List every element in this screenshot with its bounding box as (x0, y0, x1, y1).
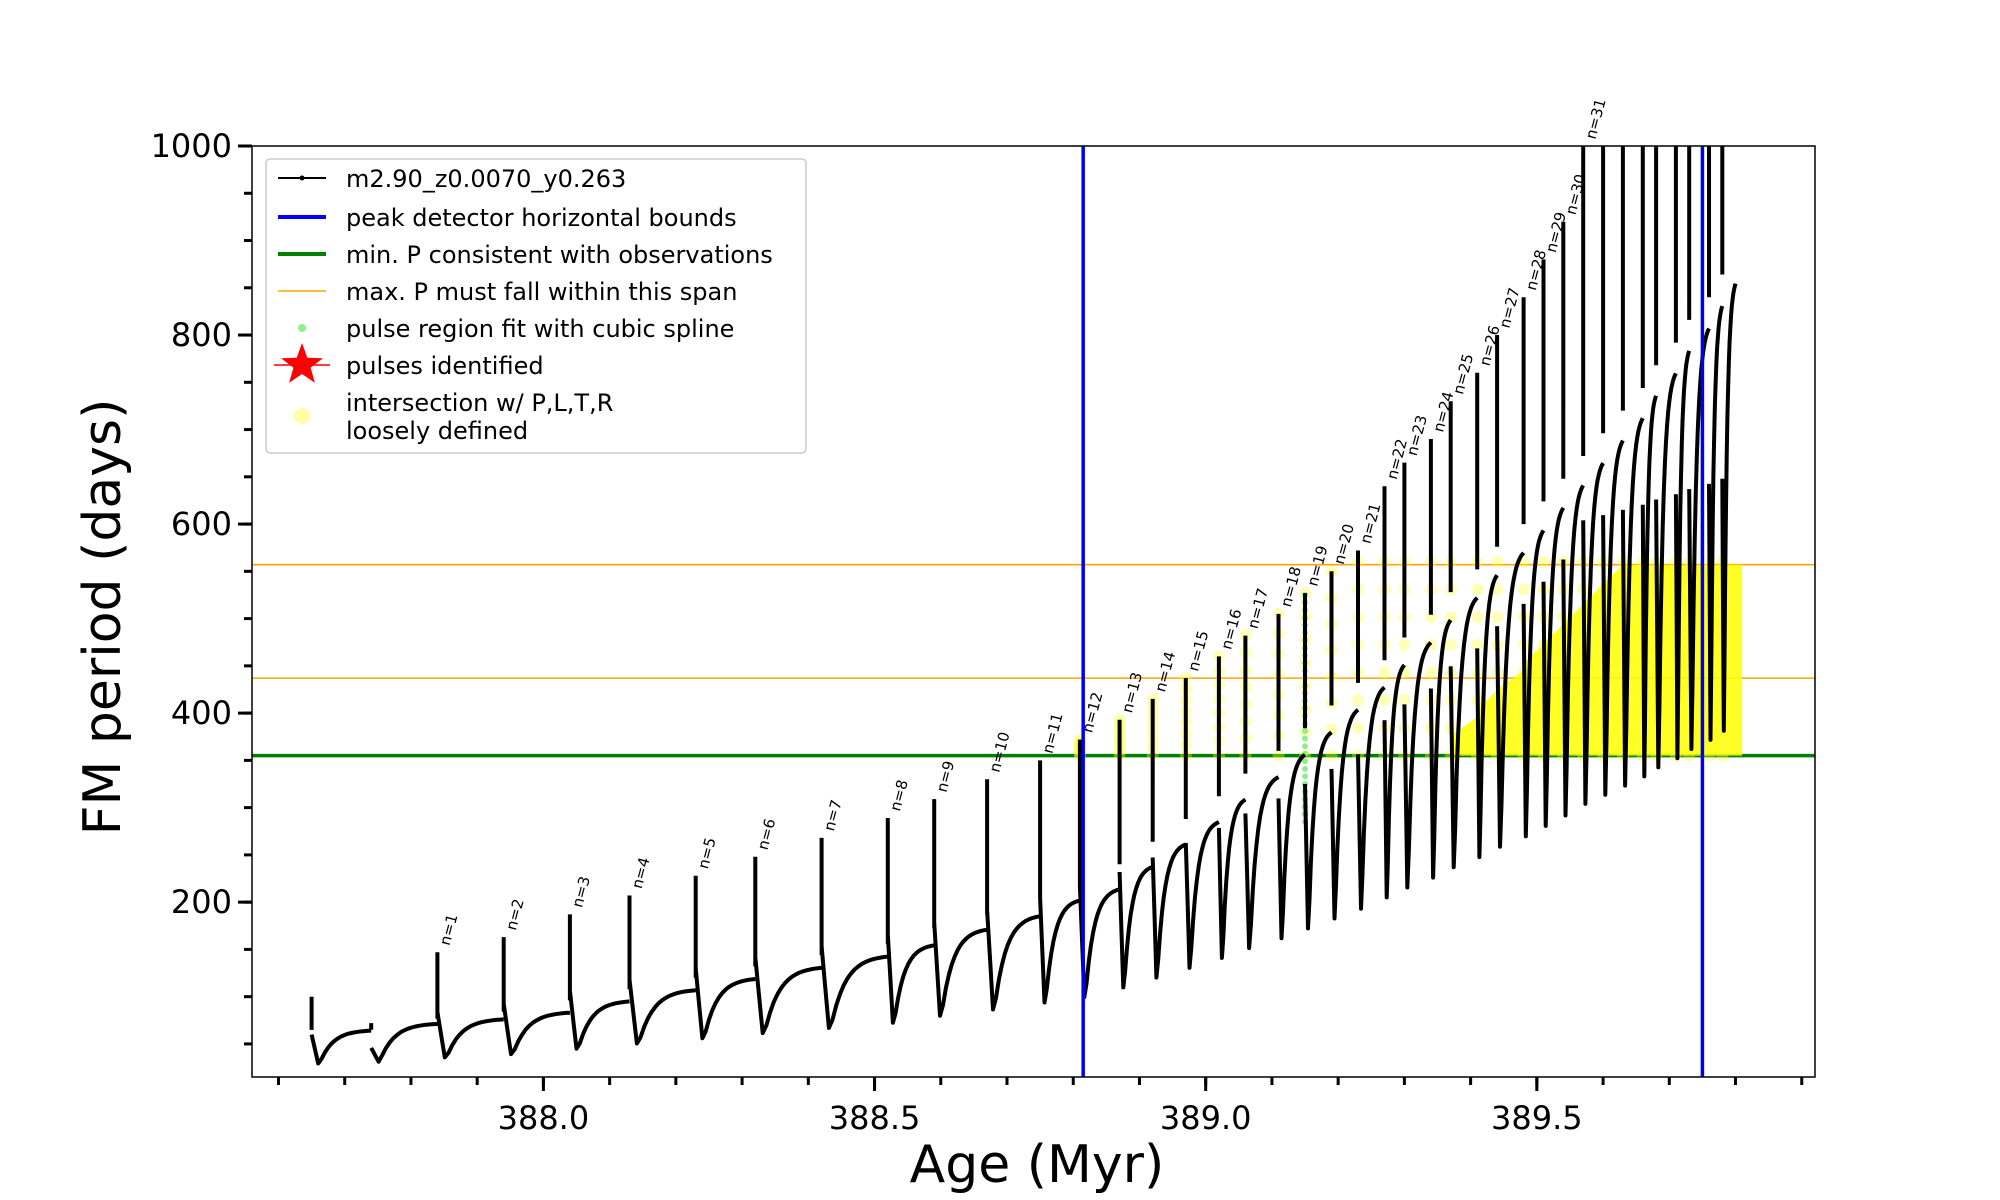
legend-item-2: peak detector horizontal bounds (278, 204, 737, 232)
intersection-point (1517, 583, 1530, 596)
intersection-point (1471, 611, 1484, 624)
intersection-point (1272, 607, 1285, 620)
y-tick-label: 400 (171, 694, 232, 732)
intersection-point (1444, 611, 1457, 624)
intersection-point (1352, 694, 1365, 707)
spline-fit-point (1302, 728, 1309, 735)
intersection-point (1424, 666, 1437, 679)
legend-swatch-marker (299, 175, 305, 181)
series-layer (309, 146, 1738, 1066)
intersection-point (1398, 694, 1411, 707)
legend-item-5: pulse region fit with cubic spline (298, 315, 734, 343)
axes-layer: 388.0 388.5 389.0 389.5 200 400 600 800 1000 (151, 127, 1816, 1137)
legend-label: pulse region fit with cubic spline (346, 315, 734, 343)
intersection-point (1378, 666, 1391, 679)
intersection-band (1722, 564, 1743, 756)
y-tick-label: 200 (171, 883, 232, 921)
legend-label: pulses identified (346, 352, 544, 380)
legend-label: m2.90_z0.0070_y0.263 (346, 165, 626, 193)
x-axis-title: Age (Myr) (910, 1135, 1165, 1195)
y-tick-label: 600 (171, 505, 232, 543)
legend-box (265, 158, 807, 454)
spline-fit-point (1302, 765, 1309, 772)
x-tick-label: 388.5 (829, 1099, 921, 1137)
spline-fit-point (1302, 735, 1309, 742)
intersection-point (1537, 555, 1550, 568)
legend-item-6: pulses identified (274, 343, 544, 383)
intersection-point (1471, 583, 1484, 596)
legend-label: max. P must fall within this span (346, 278, 737, 306)
spline-fit-point (1302, 743, 1309, 750)
intersection-point (1398, 638, 1411, 651)
intersection-point (1272, 749, 1285, 762)
legend-label: min. P consistent with observations (346, 241, 773, 269)
intersection-point (1491, 611, 1504, 624)
intersection-point (1444, 638, 1457, 651)
legend-item-4: max. P must fall within this span (278, 278, 737, 306)
spline-fit-point (1302, 758, 1309, 765)
intersection-point (1212, 650, 1225, 663)
x-tick-label: 389.0 (1160, 1099, 1252, 1137)
intersection-point (1352, 721, 1365, 734)
intersection-pulse-26 (1444, 555, 1478, 762)
intersection-point (1471, 638, 1484, 651)
x-tick-label: 388.0 (498, 1099, 590, 1137)
legend-swatch-dot (298, 324, 306, 332)
legend-swatch-star (281, 343, 323, 383)
legend-label-line2: loosely defined (346, 417, 528, 445)
x-tick-label: 389.5 (1491, 1099, 1583, 1137)
plot-frame (251, 145, 1816, 1078)
y-tick-label: 800 (171, 316, 232, 354)
intersection-point (1491, 555, 1504, 568)
legend-label: intersection w/ P,L,T,R (346, 389, 613, 417)
legend-label: peak detector horizontal bounds (346, 204, 737, 232)
legend-item-3: min. P consistent with observations (278, 241, 773, 269)
y-tick-label: 1000 (151, 127, 232, 165)
legend-swatch-circle (294, 408, 310, 424)
legend-item-1: m2.90_z0.0070_y0.263 (278, 165, 626, 193)
intersection-point (1424, 611, 1437, 624)
y-axis-title: FM period (days) (73, 399, 133, 836)
series-line (309, 146, 1738, 1066)
intersection-point (1378, 694, 1391, 707)
spline-fit-point (1302, 773, 1309, 780)
detector-bounds-layer (1081, 146, 1705, 1077)
intersection-point (1325, 749, 1338, 762)
pulse-label-n=31: n=31 (1582, 97, 1610, 141)
